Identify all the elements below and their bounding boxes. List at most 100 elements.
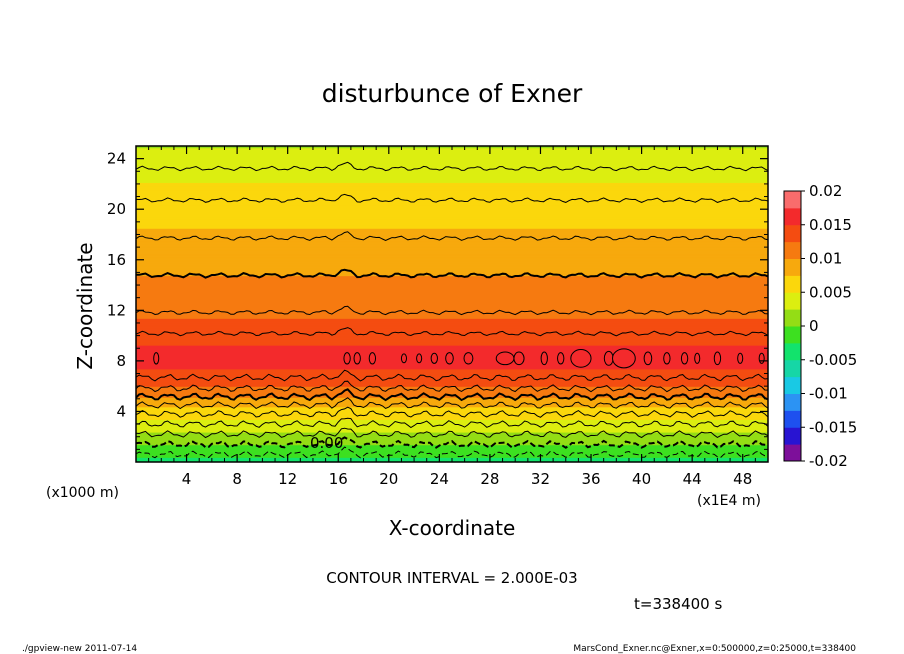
color-band: [136, 408, 768, 411]
x-axis-label: X-coordinate: [389, 516, 516, 540]
color-band: [136, 207, 768, 210]
contour-line: [136, 427, 768, 439]
color-band: [136, 273, 768, 277]
color-band: [136, 250, 768, 253]
color-band: [136, 153, 768, 157]
color-band: [136, 194, 768, 198]
contour-cell: [353, 352, 361, 365]
contour-cell: [343, 352, 351, 365]
color-band: [136, 190, 768, 193]
x-tick-label: 28: [480, 470, 499, 488]
color-band: [136, 449, 768, 452]
colorbar-tick-label: -0.01: [809, 385, 848, 403]
color-band: [136, 370, 768, 373]
color-band: [136, 278, 768, 281]
color-band: [136, 247, 768, 250]
color-band: [136, 341, 768, 345]
color-band: [136, 387, 768, 390]
color-band: [136, 316, 768, 319]
color-band: [136, 409, 768, 413]
color-band: [136, 381, 768, 384]
contour-line: [136, 417, 768, 429]
color-band: [136, 378, 768, 381]
color-band: [136, 367, 768, 370]
y-tick-label: 24: [107, 150, 126, 168]
contour-cell: [445, 352, 454, 365]
color-band: [136, 202, 768, 206]
color-band: [136, 425, 768, 428]
color-band: [136, 174, 768, 177]
color-band: [136, 330, 768, 334]
color-band: [136, 337, 768, 340]
color-band: [136, 285, 768, 288]
color-band: [136, 196, 768, 199]
x-tick-label: 48: [733, 470, 752, 488]
color-band: [136, 302, 768, 305]
colorbar-swatch: [784, 410, 801, 428]
color-band: [136, 269, 768, 272]
color-band: [136, 395, 768, 398]
color-band: [136, 220, 768, 223]
color-band: [136, 417, 768, 420]
colorbar-swatch: [784, 393, 801, 411]
y-tick-label: 20: [107, 200, 126, 218]
footer-left: ./gpview-new 2011-07-14: [22, 644, 137, 654]
color-band: [136, 321, 768, 324]
chart-title: disturbunce of Exner: [322, 79, 583, 108]
color-band: [136, 292, 768, 296]
color-band: [136, 213, 768, 217]
color-band: [136, 300, 768, 304]
colorbar-swatch: [784, 342, 801, 361]
color-band: [136, 232, 768, 236]
color-band: [136, 283, 768, 286]
color-band: [136, 239, 768, 242]
color-band: [136, 455, 768, 458]
color-band: [136, 428, 768, 431]
contour-line: [136, 161, 768, 172]
colorbar-tick-label: 0: [809, 317, 819, 335]
color-band: [136, 171, 768, 174]
color-band: [136, 307, 768, 310]
colorbar-swatch: [784, 191, 801, 209]
color-band: [136, 318, 768, 321]
color-band: [136, 334, 768, 337]
contour-cell: [540, 351, 548, 366]
color-band: [136, 206, 768, 209]
contour-label: 0.00: [310, 434, 343, 452]
color-band: [136, 187, 768, 190]
color-band: [136, 315, 768, 318]
contour-cell: [430, 352, 438, 364]
color-band: [136, 251, 768, 255]
color-band: [136, 243, 768, 247]
color-band: [136, 215, 768, 218]
color-band: [136, 259, 768, 262]
color-band: [136, 223, 768, 226]
y-axis: 4 8 12 16 20 24: [107, 150, 768, 450]
color-band: [136, 183, 768, 187]
color-band: [136, 217, 768, 220]
color-band: [136, 327, 768, 330]
x-tick-label: 4: [182, 470, 192, 488]
colorbar-swatch: [784, 275, 801, 293]
color-band: [136, 294, 768, 297]
color-band: [136, 281, 768, 285]
color-band: [136, 340, 768, 343]
color-band: [136, 164, 768, 168]
colorbar-swatch: [784, 326, 801, 344]
contour-line: [136, 380, 768, 393]
color-band: [136, 406, 768, 409]
color-band: [136, 172, 768, 176]
y-unit-label: (x1000 m): [46, 485, 119, 501]
color-band: [136, 258, 768, 261]
contour-cell: [603, 350, 614, 366]
color-band: [136, 349, 768, 352]
color-band: [136, 180, 768, 183]
x-tick-label: 20: [379, 470, 398, 488]
color-band: [136, 364, 768, 367]
color-band: [136, 431, 768, 435]
x-tick-label: 8: [232, 470, 242, 488]
color-band: [136, 424, 768, 427]
contour-cell: [495, 351, 515, 366]
y-axis-label: Z-coordinate: [73, 242, 97, 369]
